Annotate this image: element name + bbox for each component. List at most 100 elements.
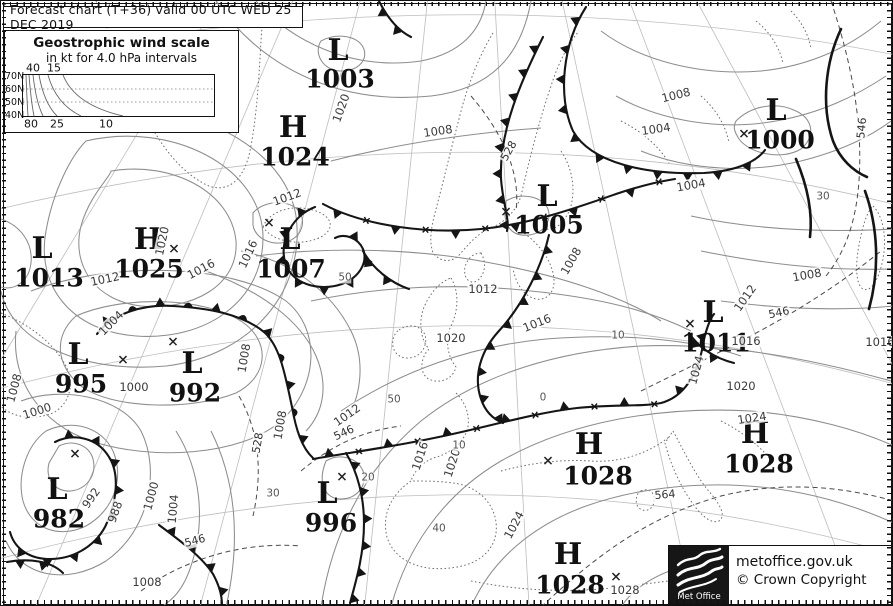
- front-symbol: [450, 230, 461, 239]
- front-symbol: [183, 302, 194, 308]
- wind-scale-lat-label: 50N: [5, 97, 25, 108]
- footer-text: metoffice.gov.uk © Crown Copyright: [729, 546, 891, 604]
- front-symbol: [472, 424, 481, 433]
- cold-front-path: [476, 233, 551, 425]
- front-symbol: [500, 117, 510, 128]
- front-symbol: [655, 178, 663, 186]
- front-symbols: [15, 7, 752, 604]
- front-symbol: [499, 220, 508, 231]
- front-symbol: [383, 438, 394, 448]
- wind-scale-top-value: 40: [26, 61, 40, 75]
- front-symbol: [493, 413, 503, 424]
- front-symbol: [218, 586, 229, 597]
- front-symbol: [477, 366, 487, 377]
- front-symbol: [297, 207, 307, 218]
- front-symbol: [479, 394, 490, 404]
- front-symbol: [529, 45, 539, 55]
- cold-front-path: [499, 35, 545, 233]
- front-symbol: [555, 74, 565, 85]
- front-symbol: [510, 222, 521, 233]
- front-symbol: [597, 195, 606, 203]
- front-symbol: [64, 429, 75, 439]
- front-symbol: [359, 487, 370, 497]
- front-symbol: [355, 447, 363, 456]
- front-symbol: [377, 7, 388, 17]
- front-symbol: [90, 435, 100, 446]
- front-symbol: [350, 461, 361, 471]
- front-symbol: [682, 173, 693, 182]
- front-symbol: [237, 315, 248, 322]
- frontolysis-front-path: [321, 177, 677, 232]
- front-symbol: [442, 426, 453, 437]
- front-symbol: [696, 332, 706, 343]
- front-symbol: [286, 380, 296, 391]
- footer-url: metoffice.gov.uk: [736, 554, 853, 570]
- front-symbol: [319, 287, 330, 296]
- front-symbol: [42, 558, 53, 568]
- cold-front-path: [361, 249, 411, 291]
- cold-front-path: [8, 436, 117, 561]
- trough-lines: [794, 27, 878, 311]
- wind-scale-title: Geostrophic wind scale: [33, 35, 210, 51]
- front-symbol: [393, 25, 403, 35]
- front-symbol: [559, 44, 570, 55]
- front-symbol: [349, 231, 358, 242]
- wind-scale-bottom-value: 80: [24, 117, 38, 131]
- front-symbol: [279, 229, 289, 240]
- front-symbol: [278, 353, 285, 363]
- front-symbol: [363, 513, 373, 524]
- occluded-front-path: [282, 205, 366, 289]
- front-symbol: [690, 338, 701, 349]
- front-symbol: [709, 353, 719, 363]
- front-symbol: [619, 397, 630, 406]
- footer-copyright: © Crown Copyright: [736, 572, 867, 588]
- wind-scale-lat-label: 40N: [5, 110, 25, 121]
- front-symbol: [205, 563, 216, 573]
- front-symbol: [495, 194, 505, 205]
- front-symbol: [543, 245, 553, 255]
- front-symbol: [595, 153, 605, 164]
- front-symbol: [625, 188, 635, 198]
- cold-front-path: [687, 331, 736, 365]
- front-symbol: [492, 168, 501, 179]
- front-symbol: [675, 385, 685, 396]
- chart-title-box: Forecast chart (T+36) valid 00 UTC WED 2…: [3, 2, 303, 32]
- front-symbol: [276, 255, 286, 265]
- front-symbol: [741, 161, 752, 172]
- front-symbol: [324, 447, 335, 458]
- wind-scale-curves: [23, 74, 214, 117]
- front-symbol: [712, 170, 723, 181]
- wind-scale-plot: [22, 74, 215, 117]
- front-symbol: [115, 484, 125, 495]
- front-symbol: [362, 216, 371, 225]
- front-symbol: [17, 547, 27, 558]
- front-symbol: [363, 258, 374, 268]
- front-symbol: [383, 275, 392, 286]
- front-symbol: [390, 225, 401, 235]
- geostrophic-wind-scale-box: Geostrophic wind scale in kt for 4.0 hPa…: [4, 30, 239, 133]
- cold-front-path: [5, 559, 65, 575]
- front-symbol: [210, 302, 221, 313]
- front-symbol: [568, 207, 578, 217]
- front-symbol: [294, 277, 304, 288]
- front-symbol: [540, 213, 549, 221]
- chart-title: Forecast chart (T+36) valid 00 UTC WED 2…: [10, 2, 292, 32]
- met-office-logo: Met Office: [669, 546, 729, 604]
- front-symbol: [262, 328, 273, 338]
- wind-scale-bottom-value: 25: [50, 117, 64, 131]
- front-symbol: [15, 560, 26, 569]
- front-symbol: [518, 68, 528, 79]
- front-symbol: [333, 209, 343, 219]
- front-symbol: [570, 133, 581, 143]
- front-symbol: [422, 226, 430, 234]
- front-symbol: [502, 319, 513, 329]
- cold-front-path: [344, 451, 366, 605]
- front-symbol: [500, 413, 511, 423]
- front-symbol: [362, 540, 372, 551]
- cold-front-path: [563, 5, 767, 175]
- front-symbol: [110, 458, 121, 468]
- front-symbol: [532, 271, 543, 281]
- front-symbol: [155, 297, 166, 307]
- met-office-logo-text: Met Office: [677, 592, 720, 602]
